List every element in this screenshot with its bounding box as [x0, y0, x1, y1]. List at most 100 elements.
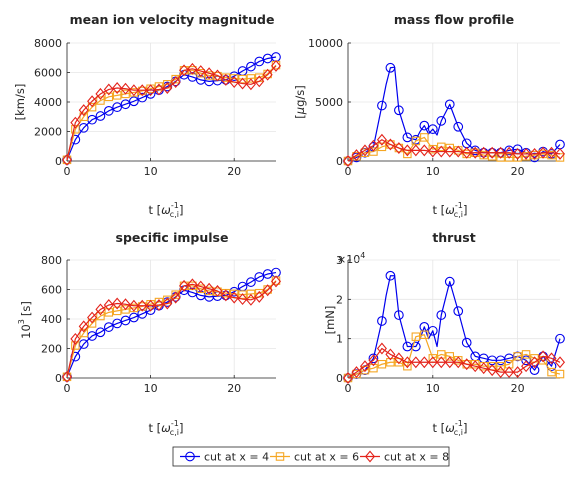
data-point [171, 290, 180, 299]
data-point [103, 83, 114, 96]
x-tick-label: 0 [64, 382, 71, 395]
data-point [129, 96, 139, 107]
data-point [427, 124, 438, 134]
data-point [402, 356, 413, 369]
data-point [368, 353, 379, 364]
data-point [393, 142, 404, 154]
x-tick-label: 20 [227, 165, 241, 178]
y-tick-label: 200 [41, 343, 62, 356]
panel-ion-velocity: mean ion velocity magnitude [km/s] t [ω-… [13, 12, 282, 219]
data-point [162, 82, 173, 94]
data-point [436, 310, 447, 320]
data-point [487, 364, 498, 377]
y-axis-label: [μg/s] [293, 85, 307, 118]
x-tick-label: 0 [345, 382, 352, 395]
data-point [427, 145, 438, 158]
panel-thrust: thrust ×104 [mN] t [ω-1 c,i] 0 10 20 0 1 2 3 [323, 230, 566, 437]
data-point [478, 362, 489, 375]
svg-text:[km/s]: [km/s] [13, 84, 27, 121]
data-point [78, 104, 89, 117]
y-tick-label: 10000 [308, 37, 343, 50]
legend-label: cut at x = 6 [294, 451, 359, 464]
data-point [254, 290, 265, 303]
grid [66, 259, 276, 379]
y-tick-label: 8000 [34, 37, 62, 50]
data-point [87, 311, 98, 324]
data-point [444, 276, 455, 287]
data-point [96, 311, 105, 321]
data-point [70, 116, 81, 129]
data-point [195, 280, 206, 293]
data-point [137, 92, 148, 103]
data-point [342, 155, 354, 167]
data-point [437, 142, 446, 152]
series-2 [62, 60, 281, 165]
data-point [103, 105, 114, 116]
data-point [479, 150, 488, 160]
x-axis-label: t [ω-1 c,i] [433, 201, 468, 219]
data-point [120, 99, 131, 110]
data-point [554, 147, 566, 160]
data-point [546, 352, 557, 365]
data-point [61, 370, 73, 383]
data-point [246, 289, 256, 299]
data-point [444, 145, 455, 158]
data-point [342, 372, 354, 384]
data-point [137, 299, 148, 312]
data-point [229, 76, 240, 89]
svg-text:[mN]: [mN] [323, 306, 337, 335]
data-point [547, 150, 556, 160]
data-point [495, 366, 506, 379]
data-point [145, 299, 156, 312]
data-point [95, 327, 106, 338]
data-point [137, 308, 148, 319]
x-axis-label: t [ω-1 c,i] [433, 419, 468, 437]
data-point [153, 83, 164, 96]
data-point [254, 75, 265, 88]
series-line [66, 271, 277, 378]
y-tick-label: 600 [41, 284, 62, 297]
data-point [71, 341, 80, 350]
data-point [428, 144, 438, 154]
data-point [262, 68, 273, 81]
data-point [385, 348, 396, 361]
legend-entry: cut at x = 8 [360, 451, 449, 464]
panel-title: thrust [432, 230, 475, 245]
data-point [445, 352, 455, 361]
data-point [254, 56, 265, 67]
data-point [170, 76, 181, 89]
data-point [179, 64, 190, 77]
legend-label: cut at x = 4 [204, 451, 269, 464]
x-tick-label: 10 [426, 165, 440, 178]
data-point [496, 361, 505, 371]
x-tick-label: 20 [511, 382, 525, 395]
y-tick-label: 0 [336, 155, 343, 168]
data-point [419, 120, 430, 131]
data-point [420, 133, 429, 142]
data-point [368, 139, 379, 152]
data-point [376, 342, 387, 355]
data-point [521, 360, 532, 373]
data-point [104, 92, 114, 102]
data-point [512, 147, 523, 160]
data-point [187, 278, 198, 291]
data-point [436, 356, 447, 369]
data-point [351, 149, 362, 162]
legend-swatch-marker [364, 450, 376, 463]
data-point [112, 297, 123, 310]
y-tick-label: 6000 [34, 67, 62, 80]
data-point [87, 95, 98, 108]
data-point [504, 153, 514, 162]
data-point [78, 320, 89, 333]
data-point [121, 89, 130, 99]
series-line [66, 280, 277, 377]
data-point [512, 366, 523, 379]
data-point [237, 77, 248, 90]
y-axis-label: [mN] [323, 306, 337, 335]
data-point [254, 272, 265, 282]
y-tick-label: 4000 [34, 96, 62, 109]
y-tick-label: 400 [41, 313, 62, 326]
data-point [128, 84, 139, 97]
panel-title: mean ion velocity magnitude [70, 12, 275, 27]
